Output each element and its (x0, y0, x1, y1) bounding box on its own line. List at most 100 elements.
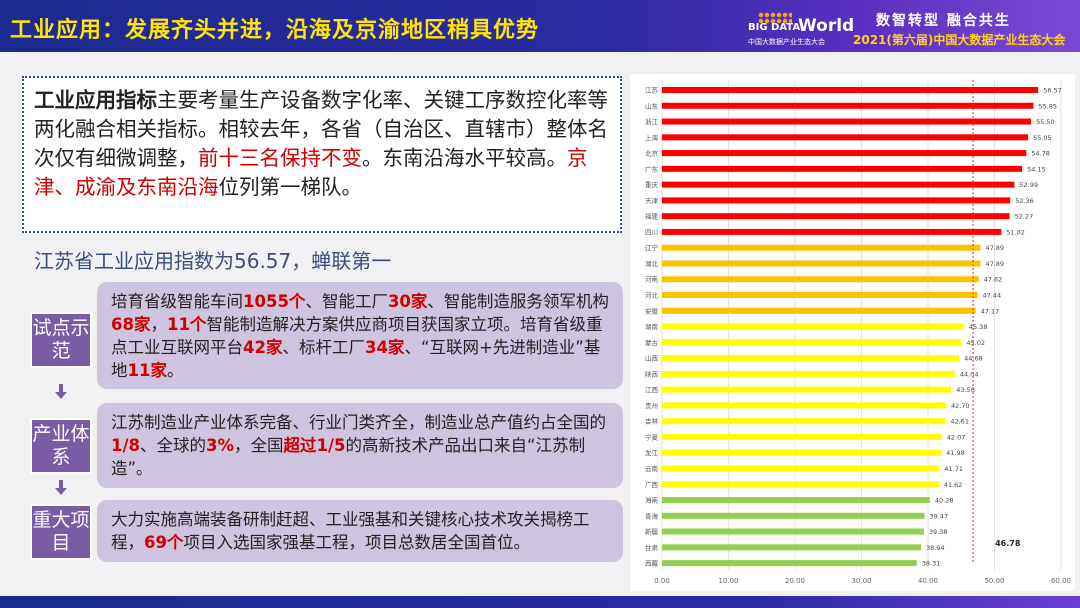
bar (662, 528, 924, 535)
data-label: 39.38 (929, 528, 948, 536)
category-label: 江西 (645, 386, 659, 394)
category-label: 西藏 (645, 559, 659, 568)
bar (662, 276, 979, 283)
data-label: 54.78 (1031, 150, 1050, 158)
reference-line-label: 46.78 (995, 539, 1021, 548)
x-tick-label: 0.00 (654, 577, 670, 585)
data-label: 52.27 (1015, 213, 1034, 221)
footer-bar (0, 596, 1080, 608)
data-label: 55.50 (1036, 118, 1055, 126)
data-label: 40.28 (935, 497, 954, 505)
intro-text: 位列第一梯队。 (218, 175, 363, 199)
category-label: 重庆 (645, 180, 659, 189)
bar (662, 355, 960, 362)
bar (662, 560, 917, 567)
bar (662, 418, 946, 425)
bar (662, 165, 1023, 172)
data-label: 41.98 (946, 449, 965, 457)
bar (662, 292, 978, 299)
card-text: ， (150, 315, 167, 334)
highlight-figure: 超过1/5 (283, 436, 346, 455)
category-label: 辽宁 (645, 243, 659, 252)
card-text: 。 (166, 361, 184, 380)
bar (662, 244, 981, 251)
card-text: 大力实施高端装备研制赶超、工业强基和关键核心技术攻关揭榜工程， (111, 510, 590, 552)
card-text: 的高新技术产品出口来自“江苏制造”。 (111, 436, 586, 478)
bar (662, 323, 964, 330)
data-label: 44.04 (960, 370, 979, 378)
bar (662, 228, 1002, 235)
category-label: 北京 (645, 149, 659, 158)
conference-name: 2021(第六届)中国大数据产业生态大会 (853, 33, 1066, 47)
bar (662, 449, 942, 456)
data-label: 41.71 (944, 465, 963, 473)
data-label: 55.05 (1033, 134, 1052, 142)
bar (662, 197, 1011, 204)
bar (662, 87, 1039, 93)
data-label: 44.68 (964, 355, 983, 363)
tag-industry: 产业体系 (30, 418, 92, 474)
x-tick-label: 20.00 (785, 577, 805, 585)
bar (662, 512, 925, 519)
intro-text: 工业应用指标 (34, 88, 157, 112)
bar (662, 150, 1027, 157)
logo-subtitle: 中国大数据产业生态大会 (748, 38, 825, 46)
data-label: 54.15 (1027, 165, 1046, 173)
logo-text: BIG DATA (748, 22, 801, 33)
bar (662, 307, 976, 314)
category-label: 陕西 (645, 369, 659, 378)
category-label: 新疆 (645, 527, 659, 536)
highlight-figure: 69个 (144, 533, 184, 552)
category-label: 湖南 (645, 322, 659, 331)
highlight-figure: 11个 (166, 315, 207, 334)
category-label: 福建 (645, 212, 659, 221)
data-label: 42.70 (951, 402, 970, 410)
category-label: 贵州 (645, 401, 658, 410)
data-label: 51.02 (1006, 228, 1025, 236)
x-tick-label: 30.00 (851, 577, 871, 585)
highlight-figure: 68家 (111, 315, 151, 334)
data-label: 47.89 (985, 260, 1004, 268)
tag-projects: 重大项目 (30, 504, 92, 560)
bar (662, 497, 930, 504)
data-label: 55.85 (1038, 102, 1057, 110)
category-label: 山东 (645, 101, 659, 110)
card-text: ，全国 (234, 436, 284, 455)
highlight-figure: 30家 (387, 292, 428, 311)
page-title: 工业应用：发展齐头并进，沿海及京渝地区稍具优势 (10, 18, 540, 43)
card-projects: 大力实施高端装备研制赶超、工业强基和关键核心技术攻关揭榜工程，69个项目入选国家… (97, 500, 623, 562)
category-label: 上海 (645, 133, 659, 142)
bar (662, 213, 1010, 220)
card-text: 江苏制造业产业体系完备、行业门类齐全，制造业总产值约占全国的 (111, 413, 606, 432)
highlight-figure: 3% (206, 436, 235, 455)
category-label: 龙江 (645, 448, 659, 457)
slogan: 数智转型 融合共生 (876, 13, 1011, 29)
data-label: 45.38 (969, 323, 988, 331)
card-text: 培育省级智能车间 (111, 292, 243, 311)
highlight-figure: 11家 (127, 361, 167, 380)
category-label: 广西 (645, 480, 659, 489)
data-label: 52.36 (1015, 197, 1034, 205)
category-label: 甘肃 (645, 543, 659, 552)
card-text: 、全球的 (140, 436, 206, 455)
highlight-figure: 1055个 (243, 292, 306, 311)
intro-text: 。东南沿海水平较高。 (362, 146, 567, 170)
data-label: 42.61 (950, 418, 969, 426)
bar (662, 134, 1029, 141)
category-label: 安徽 (645, 306, 659, 315)
card-text: 项目入选国家强基工程，项目总数居全国首位。 (183, 533, 530, 552)
category-label: 江苏 (645, 86, 659, 95)
category-label: 宁夏 (645, 432, 659, 441)
intro-box: 工业应用指标主要考量生产设备数字化率、关键工序数控化率等两化融合相关指标。相较去… (22, 76, 622, 233)
highlight-figure: 42家 (243, 338, 283, 357)
data-label: 56.57 (1043, 87, 1062, 95)
x-tick-label: 10.00 (718, 577, 738, 585)
logo-world: World (798, 16, 855, 36)
bar (662, 433, 942, 440)
bar (662, 370, 955, 377)
data-label: 38.31 (922, 560, 941, 568)
data-label: 43.50 (956, 386, 975, 394)
card-text: 、智能工厂 (305, 292, 388, 311)
intro-text: 前十三名保持不变 (198, 146, 362, 170)
arrow-down-icon (55, 480, 67, 496)
